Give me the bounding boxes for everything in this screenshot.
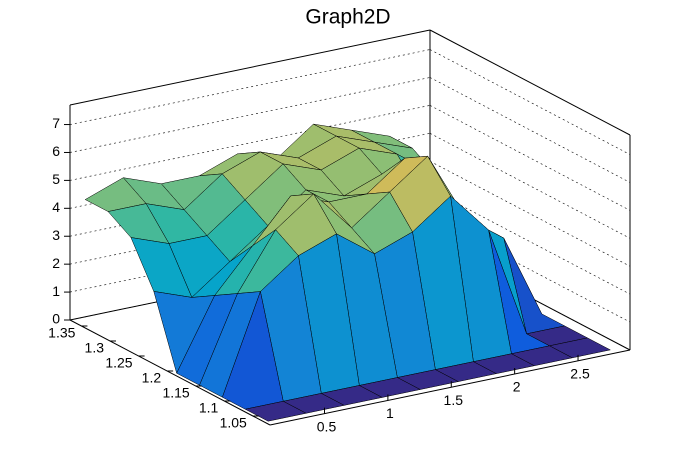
y-tick-label: 1.2 — [142, 370, 162, 386]
z-tick-label: 3 — [52, 227, 60, 243]
grid-line — [69, 105, 431, 181]
surface-cell — [244, 401, 307, 422]
frame-edge — [429, 29, 631, 136]
grid-line — [429, 49, 631, 155]
grid-line — [429, 77, 631, 183]
x-tick-label: 2.5 — [570, 366, 590, 382]
frame-edge — [269, 349, 631, 426]
y-tick-label: 1.25 — [105, 355, 132, 371]
z-tick-label: 1 — [52, 283, 60, 299]
x-tick-label: 1.5 — [444, 392, 464, 408]
frame-edge — [69, 319, 271, 426]
z-tick-label: 6 — [52, 143, 60, 159]
z-tick-label: 4 — [52, 199, 60, 215]
chart-title: Graph2D — [305, 6, 390, 29]
grid-line — [429, 105, 631, 211]
y-tick-label: 1.3 — [85, 340, 105, 356]
x-tick-label: 1 — [386, 405, 394, 421]
y-tick-label: 1.15 — [162, 385, 189, 401]
x-tick-label: 2 — [513, 379, 521, 395]
z-tick-label: 5 — [52, 171, 60, 187]
grid-line — [69, 49, 431, 125]
y-tick-label: 1.05 — [220, 415, 247, 431]
z-tick-label: 7 — [52, 115, 60, 131]
frame-edge — [69, 29, 431, 106]
z-tick-label: 2 — [52, 255, 60, 271]
x-tick-label: 0.5 — [317, 418, 337, 434]
z-tick-label: 0 — [52, 311, 60, 327]
grid-line — [69, 77, 431, 153]
y-tick-label: 1.35 — [48, 325, 75, 341]
y-tick-label: 1.1 — [199, 400, 219, 416]
